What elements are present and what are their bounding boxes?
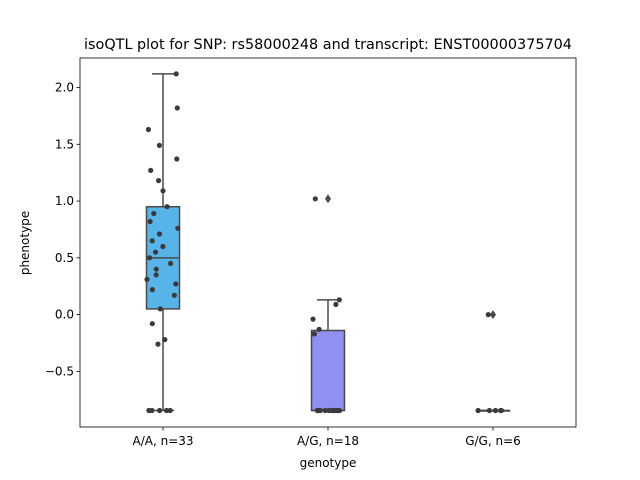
data-point <box>145 126 151 133</box>
y-axis-label: phenotype <box>18 211 32 275</box>
data-point <box>152 249 159 255</box>
data-point <box>153 266 159 272</box>
x-tick-label: A/A, n=33 <box>132 434 193 448</box>
data-point <box>149 238 155 244</box>
data-point <box>317 407 323 414</box>
data-point <box>332 407 339 414</box>
data-point <box>147 218 153 225</box>
data-point <box>164 204 170 210</box>
data-point <box>329 407 335 414</box>
data-point <box>148 167 154 173</box>
data-point <box>498 407 504 414</box>
data-point <box>310 316 316 322</box>
flier-marker <box>325 194 331 204</box>
strip-group <box>144 71 181 414</box>
x-tick-label: G/G, n=6 <box>465 434 521 448</box>
y-tick-label: 1.0 <box>55 194 74 208</box>
box <box>310 329 346 412</box>
y-tick-label: −0.5 <box>45 364 74 378</box>
y-tick-label: 0.0 <box>55 308 74 322</box>
axes-layer: −0.5 0.0 0.5 1.0 1.5 2.0 A/A, n=33 A/G, n=18 G/G… <box>45 81 521 448</box>
data-point <box>151 210 157 217</box>
y-tick-label: 2.0 <box>55 81 74 95</box>
data-point <box>336 297 342 303</box>
plot-frame <box>79 57 577 428</box>
data-point <box>162 337 168 343</box>
x-tick-label: A/G, n=18 <box>297 434 359 448</box>
strip-group <box>310 196 343 414</box>
data-point <box>149 287 155 293</box>
data-point <box>157 306 163 312</box>
data-point <box>311 331 317 337</box>
data-point <box>316 326 322 332</box>
data-point <box>173 71 179 77</box>
data-point <box>157 407 163 414</box>
data-point <box>163 407 170 414</box>
data-point <box>485 312 491 318</box>
data-point <box>312 196 318 202</box>
chart-title: isoQTL plot for SNP: rs58000248 and tran… <box>84 37 572 53</box>
data-point <box>168 260 174 267</box>
data-point <box>160 243 166 250</box>
points-layer <box>144 71 504 414</box>
data-point <box>333 301 339 307</box>
data-point <box>156 178 162 184</box>
flier-marker <box>490 310 496 320</box>
x-axis-label: genotype <box>300 456 357 470</box>
data-point <box>171 292 177 298</box>
data-point <box>155 341 161 347</box>
data-point <box>156 142 162 148</box>
data-point <box>153 272 159 278</box>
data-point <box>174 156 180 162</box>
data-point <box>492 407 499 414</box>
data-point <box>475 407 481 414</box>
data-point <box>144 276 150 282</box>
data-point <box>486 407 492 414</box>
data-point <box>322 407 328 414</box>
data-point <box>156 231 163 237</box>
box-group <box>310 194 346 412</box>
data-point <box>149 321 155 327</box>
y-tick-label: 0.5 <box>55 251 74 265</box>
data-point <box>174 105 180 111</box>
data-point <box>175 225 181 231</box>
data-point <box>173 281 179 287</box>
data-point <box>149 407 155 414</box>
y-tick-label: 1.5 <box>55 137 74 151</box>
data-point <box>160 188 166 194</box>
strip-group <box>475 312 504 414</box>
data-point <box>337 407 343 414</box>
data-point <box>167 407 173 414</box>
data-point <box>146 255 153 261</box>
